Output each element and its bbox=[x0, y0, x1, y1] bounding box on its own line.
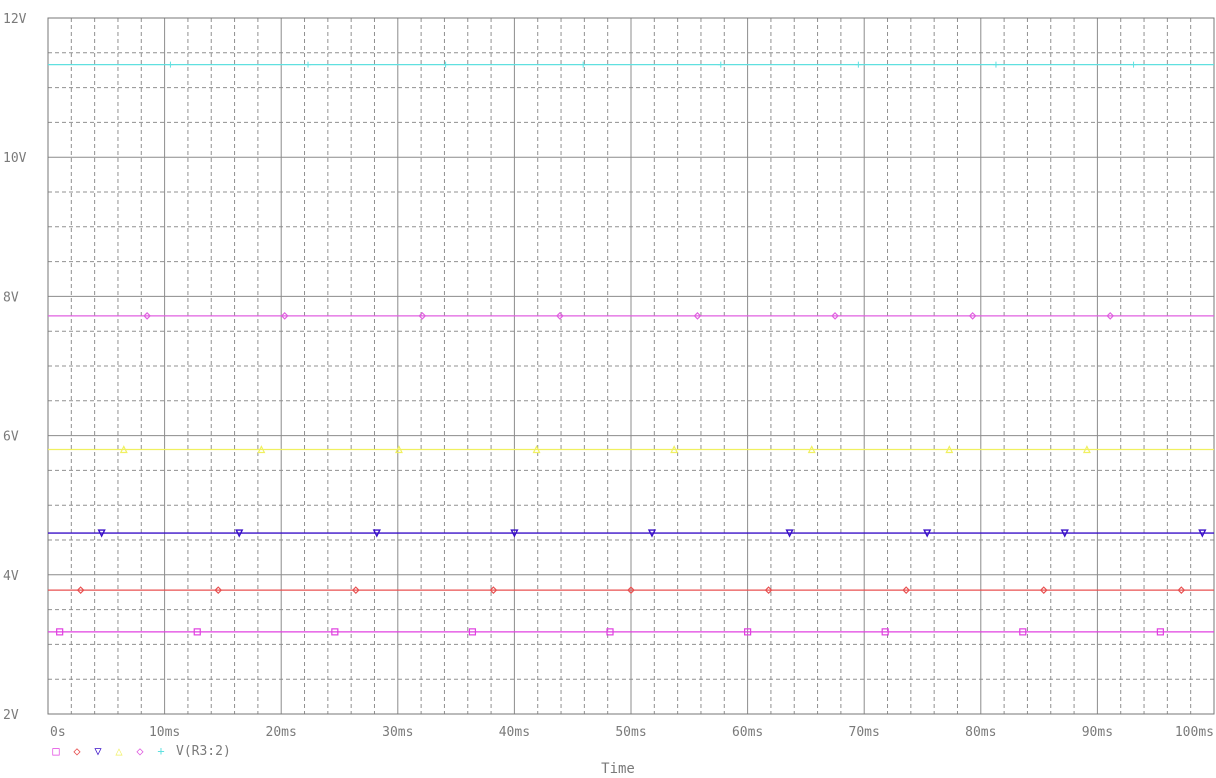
series-3-marker bbox=[372, 529, 381, 538]
series-2-marker bbox=[351, 586, 360, 594]
series-2-marker bbox=[1039, 586, 1048, 594]
series-5-marker bbox=[280, 312, 289, 320]
legend-label: V(R3:2) bbox=[176, 743, 231, 759]
legend-marker-2: ◇ bbox=[73, 744, 81, 758]
x-tick-label: 20ms bbox=[266, 725, 297, 740]
series-3-marker bbox=[97, 529, 106, 538]
series-4-marker bbox=[945, 445, 954, 454]
series-2-marker bbox=[1177, 586, 1186, 594]
x-tick-label: 100ms bbox=[1175, 725, 1214, 740]
y-tick-label: 6V bbox=[3, 430, 19, 445]
legend-marker-6: + bbox=[157, 744, 165, 758]
series-5-marker bbox=[1106, 312, 1115, 320]
series-2-marker bbox=[627, 586, 635, 594]
series-2-marker bbox=[76, 586, 85, 594]
series-1-marker bbox=[331, 628, 339, 636]
series-4-marker bbox=[1082, 445, 1091, 454]
series-2-marker bbox=[214, 586, 223, 594]
series-1-marker bbox=[881, 628, 889, 636]
x-tick-label: 70ms bbox=[849, 725, 880, 740]
legend-marker-4: △ bbox=[115, 744, 123, 758]
series-4-marker bbox=[257, 445, 266, 454]
series-4-marker bbox=[119, 445, 128, 454]
plot-canvas: 2V 4V 6V 8V 10V 12V 0s 10ms 20ms 30ms 40ms 50ms 60ms… bbox=[3, 12, 1215, 740]
legend-marker-1: □ bbox=[52, 744, 60, 758]
series-3-marker bbox=[235, 529, 244, 538]
y-tick-label: 2V bbox=[3, 708, 19, 723]
series-2-marker bbox=[764, 586, 773, 594]
series-3-marker bbox=[647, 529, 657, 538]
plot-frame bbox=[47, 17, 1215, 715]
series-1-marker bbox=[606, 628, 614, 636]
x-tick-label: 30ms bbox=[382, 725, 413, 740]
y-tick-label: 8V bbox=[3, 290, 19, 305]
series-3-marker bbox=[785, 529, 794, 538]
series-5-marker bbox=[143, 312, 151, 320]
y-tick-label: 4V bbox=[3, 569, 19, 584]
series-3-marker bbox=[923, 529, 932, 538]
series-4-marker bbox=[394, 445, 403, 454]
x-tick-label: 90ms bbox=[1082, 725, 1113, 740]
series-4-marker bbox=[807, 445, 816, 454]
legend-marker-5: ◇ bbox=[136, 744, 144, 758]
series-5-marker bbox=[693, 312, 702, 320]
series-5-marker bbox=[968, 312, 977, 320]
y-tick-label: 12V bbox=[3, 12, 27, 27]
series-1-marker bbox=[1156, 628, 1164, 636]
series-5-marker bbox=[418, 312, 427, 320]
series-3-marker bbox=[1198, 529, 1207, 538]
x-tick-label: 50ms bbox=[615, 725, 646, 740]
series-3-marker bbox=[1060, 529, 1069, 538]
x-axis-title: Time bbox=[601, 761, 635, 777]
x-tick-label: 0s bbox=[50, 725, 66, 740]
series-1-marker bbox=[56, 628, 64, 636]
series-3-marker bbox=[510, 529, 519, 538]
series-5-marker bbox=[556, 312, 564, 320]
x-tick-label: 80ms bbox=[965, 725, 996, 740]
series-1-marker bbox=[1019, 628, 1027, 636]
series-1-marker bbox=[468, 628, 477, 636]
legend-marker-3: ▽ bbox=[94, 744, 102, 758]
x-tick-label: 10ms bbox=[149, 725, 180, 740]
series-5-marker bbox=[831, 312, 839, 320]
x-tick-label: 60ms bbox=[732, 725, 763, 740]
series-1-marker bbox=[743, 628, 752, 636]
series-1-marker bbox=[193, 628, 201, 636]
y-tick-label: 10V bbox=[3, 151, 27, 166]
series-4-marker bbox=[670, 445, 679, 454]
legend: □ ◇ ▽ △ ◇ + V(R3:2) bbox=[50, 743, 231, 759]
series-2-marker bbox=[489, 586, 498, 594]
series-4-marker bbox=[532, 445, 541, 454]
x-tick-label: 40ms bbox=[499, 725, 530, 740]
series-2-marker bbox=[902, 586, 911, 594]
